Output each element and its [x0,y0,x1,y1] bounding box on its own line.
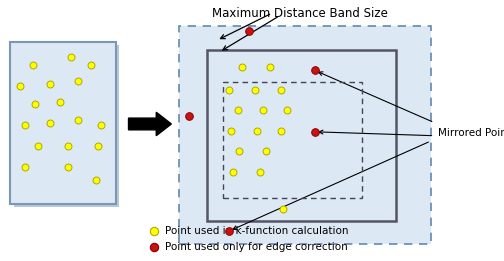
Bar [223,82,362,198]
Text: Point used only for edge correction: Point used only for edge correction [165,242,348,252]
Text: Mirrored Points: Mirrored Points [438,128,504,138]
Bar [14,45,119,207]
Bar [10,42,116,204]
FancyArrow shape [129,112,171,136]
Text: Point used in k-function calculation: Point used in k-function calculation [165,226,348,236]
Text: Maximum Distance Band Size: Maximum Distance Band Size [212,7,388,20]
Bar [207,50,396,221]
Bar [179,26,431,244]
